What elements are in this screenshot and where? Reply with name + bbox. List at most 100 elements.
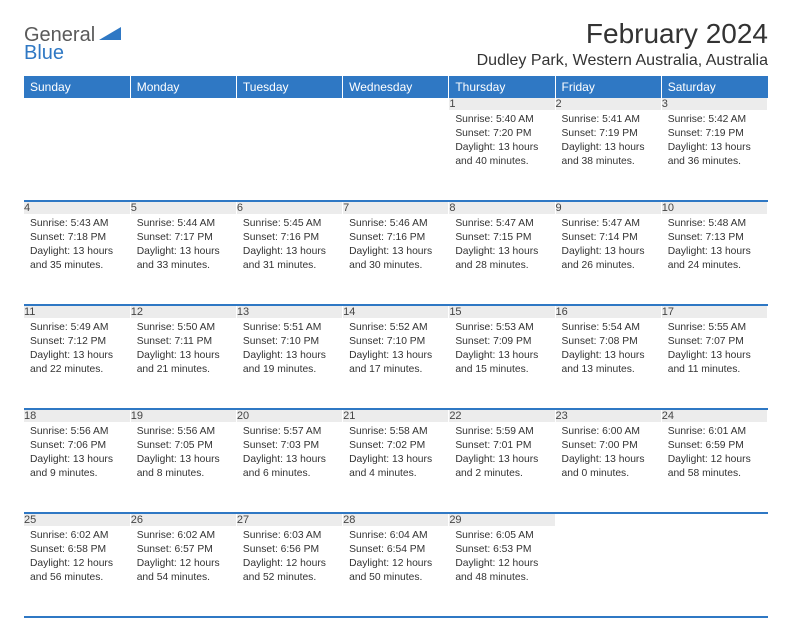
day-number: 18 bbox=[24, 409, 130, 422]
day-number: 24 bbox=[661, 409, 767, 422]
calendar-week-row: Sunrise: 5:40 AMSunset: 7:20 PMDaylight:… bbox=[24, 110, 768, 201]
daynum-row: 45678910 bbox=[24, 201, 768, 214]
day-number: 4 bbox=[24, 201, 130, 214]
calendar-week-row: Sunrise: 5:56 AMSunset: 7:06 PMDaylight:… bbox=[24, 422, 768, 513]
day-details: Sunrise: 5:45 AMSunset: 7:16 PMDaylight:… bbox=[237, 214, 342, 277]
empty-day-cell bbox=[661, 526, 767, 617]
day-cell: Sunrise: 5:51 AMSunset: 7:10 PMDaylight:… bbox=[236, 318, 342, 409]
day-details: Sunrise: 5:40 AMSunset: 7:20 PMDaylight:… bbox=[449, 110, 554, 173]
day-number: 5 bbox=[130, 201, 236, 214]
month-title: February 2024 bbox=[477, 18, 768, 50]
day-cell: Sunrise: 6:00 AMSunset: 7:00 PMDaylight:… bbox=[555, 422, 661, 513]
empty-day-cell bbox=[555, 526, 661, 617]
day-number: 9 bbox=[555, 201, 661, 214]
day-cell: Sunrise: 5:47 AMSunset: 7:15 PMDaylight:… bbox=[449, 214, 555, 305]
empty-cell bbox=[236, 98, 342, 110]
day-details: Sunrise: 6:01 AMSunset: 6:59 PMDaylight:… bbox=[662, 422, 767, 485]
day-cell: Sunrise: 5:41 AMSunset: 7:19 PMDaylight:… bbox=[555, 110, 661, 201]
day-details: Sunrise: 5:52 AMSunset: 7:10 PMDaylight:… bbox=[343, 318, 448, 381]
empty-cell bbox=[661, 513, 767, 526]
day-number: 23 bbox=[555, 409, 661, 422]
day-cell: Sunrise: 5:49 AMSunset: 7:12 PMDaylight:… bbox=[24, 318, 130, 409]
empty-day-cell bbox=[343, 110, 449, 201]
day-cell: Sunrise: 5:43 AMSunset: 7:18 PMDaylight:… bbox=[24, 214, 130, 305]
day-number: 26 bbox=[130, 513, 236, 526]
day-details: Sunrise: 5:54 AMSunset: 7:08 PMDaylight:… bbox=[556, 318, 661, 381]
day-cell: Sunrise: 6:01 AMSunset: 6:59 PMDaylight:… bbox=[661, 422, 767, 513]
brand-part2-wrap: Blue bbox=[24, 42, 64, 65]
day-header-row: SundayMondayTuesdayWednesdayThursdayFrid… bbox=[24, 76, 768, 98]
day-details: Sunrise: 6:02 AMSunset: 6:57 PMDaylight:… bbox=[131, 526, 236, 589]
day-details: Sunrise: 5:56 AMSunset: 7:05 PMDaylight:… bbox=[131, 422, 236, 485]
day-cell: Sunrise: 5:40 AMSunset: 7:20 PMDaylight:… bbox=[449, 110, 555, 201]
day-details: Sunrise: 5:47 AMSunset: 7:14 PMDaylight:… bbox=[556, 214, 661, 277]
calendar-week-row: Sunrise: 5:43 AMSunset: 7:18 PMDaylight:… bbox=[24, 214, 768, 305]
day-cell: Sunrise: 5:54 AMSunset: 7:08 PMDaylight:… bbox=[555, 318, 661, 409]
day-cell: Sunrise: 5:55 AMSunset: 7:07 PMDaylight:… bbox=[661, 318, 767, 409]
day-details: Sunrise: 6:04 AMSunset: 6:54 PMDaylight:… bbox=[343, 526, 448, 589]
calendar-table: SundayMondayTuesdayWednesdayThursdayFrid… bbox=[24, 76, 768, 618]
day-cell: Sunrise: 5:53 AMSunset: 7:09 PMDaylight:… bbox=[449, 318, 555, 409]
day-number: 6 bbox=[236, 201, 342, 214]
day-details: Sunrise: 5:48 AMSunset: 7:13 PMDaylight:… bbox=[662, 214, 767, 277]
day-details: Sunrise: 6:02 AMSunset: 6:58 PMDaylight:… bbox=[24, 526, 130, 589]
day-details: Sunrise: 5:49 AMSunset: 7:12 PMDaylight:… bbox=[24, 318, 130, 381]
calendar-week-row: Sunrise: 5:49 AMSunset: 7:12 PMDaylight:… bbox=[24, 318, 768, 409]
day-number: 14 bbox=[343, 305, 449, 318]
day-details: Sunrise: 6:03 AMSunset: 6:56 PMDaylight:… bbox=[237, 526, 342, 589]
day-number: 20 bbox=[236, 409, 342, 422]
calendar-week-row: Sunrise: 6:02 AMSunset: 6:58 PMDaylight:… bbox=[24, 526, 768, 617]
day-cell: Sunrise: 6:04 AMSunset: 6:54 PMDaylight:… bbox=[343, 526, 449, 617]
day-number: 10 bbox=[661, 201, 767, 214]
day-header: Tuesday bbox=[236, 76, 342, 98]
day-details: Sunrise: 5:41 AMSunset: 7:19 PMDaylight:… bbox=[556, 110, 661, 173]
day-cell: Sunrise: 5:57 AMSunset: 7:03 PMDaylight:… bbox=[236, 422, 342, 513]
daynum-row: 18192021222324 bbox=[24, 409, 768, 422]
empty-cell bbox=[24, 98, 130, 110]
day-header: Sunday bbox=[24, 76, 130, 98]
empty-day-cell bbox=[24, 110, 130, 201]
day-cell: Sunrise: 5:48 AMSunset: 7:13 PMDaylight:… bbox=[661, 214, 767, 305]
day-cell: Sunrise: 5:56 AMSunset: 7:05 PMDaylight:… bbox=[130, 422, 236, 513]
day-details: Sunrise: 5:51 AMSunset: 7:10 PMDaylight:… bbox=[237, 318, 342, 381]
empty-cell bbox=[130, 98, 236, 110]
day-number: 21 bbox=[343, 409, 449, 422]
day-details: Sunrise: 5:59 AMSunset: 7:01 PMDaylight:… bbox=[449, 422, 554, 485]
day-details: Sunrise: 5:50 AMSunset: 7:11 PMDaylight:… bbox=[131, 318, 236, 381]
brand-triangle-icon bbox=[99, 25, 121, 46]
day-cell: Sunrise: 6:05 AMSunset: 6:53 PMDaylight:… bbox=[449, 526, 555, 617]
empty-day-cell bbox=[130, 110, 236, 201]
day-cell: Sunrise: 5:47 AMSunset: 7:14 PMDaylight:… bbox=[555, 214, 661, 305]
day-header: Thursday bbox=[449, 76, 555, 98]
header: General February 2024 Dudley Park, Weste… bbox=[24, 18, 768, 70]
day-cell: Sunrise: 5:44 AMSunset: 7:17 PMDaylight:… bbox=[130, 214, 236, 305]
daynum-row: 123 bbox=[24, 98, 768, 110]
day-details: Sunrise: 6:05 AMSunset: 6:53 PMDaylight:… bbox=[449, 526, 554, 589]
day-cell: Sunrise: 6:02 AMSunset: 6:58 PMDaylight:… bbox=[24, 526, 130, 617]
day-cell: Sunrise: 5:59 AMSunset: 7:01 PMDaylight:… bbox=[449, 422, 555, 513]
day-details: Sunrise: 5:55 AMSunset: 7:07 PMDaylight:… bbox=[662, 318, 767, 381]
day-cell: Sunrise: 5:46 AMSunset: 7:16 PMDaylight:… bbox=[343, 214, 449, 305]
day-number: 1 bbox=[449, 98, 555, 110]
day-details: Sunrise: 5:57 AMSunset: 7:03 PMDaylight:… bbox=[237, 422, 342, 485]
day-details: Sunrise: 5:58 AMSunset: 7:02 PMDaylight:… bbox=[343, 422, 448, 485]
day-details: Sunrise: 5:46 AMSunset: 7:16 PMDaylight:… bbox=[343, 214, 448, 277]
day-header: Saturday bbox=[661, 76, 767, 98]
day-header: Monday bbox=[130, 76, 236, 98]
day-details: Sunrise: 6:00 AMSunset: 7:00 PMDaylight:… bbox=[556, 422, 661, 485]
calendar-body: 123Sunrise: 5:40 AMSunset: 7:20 PMDaylig… bbox=[24, 98, 768, 617]
empty-day-cell bbox=[236, 110, 342, 201]
day-details: Sunrise: 5:53 AMSunset: 7:09 PMDaylight:… bbox=[449, 318, 554, 381]
daynum-row: 11121314151617 bbox=[24, 305, 768, 318]
location-text: Dudley Park, Western Australia, Australi… bbox=[477, 52, 768, 70]
day-header: Friday bbox=[555, 76, 661, 98]
day-number: 27 bbox=[236, 513, 342, 526]
day-cell: Sunrise: 6:03 AMSunset: 6:56 PMDaylight:… bbox=[236, 526, 342, 617]
day-details: Sunrise: 5:47 AMSunset: 7:15 PMDaylight:… bbox=[449, 214, 554, 277]
day-cell: Sunrise: 5:58 AMSunset: 7:02 PMDaylight:… bbox=[343, 422, 449, 513]
day-details: Sunrise: 5:43 AMSunset: 7:18 PMDaylight:… bbox=[24, 214, 130, 277]
day-cell: Sunrise: 5:50 AMSunset: 7:11 PMDaylight:… bbox=[130, 318, 236, 409]
day-number: 13 bbox=[236, 305, 342, 318]
day-header: Wednesday bbox=[343, 76, 449, 98]
day-cell: Sunrise: 6:02 AMSunset: 6:57 PMDaylight:… bbox=[130, 526, 236, 617]
